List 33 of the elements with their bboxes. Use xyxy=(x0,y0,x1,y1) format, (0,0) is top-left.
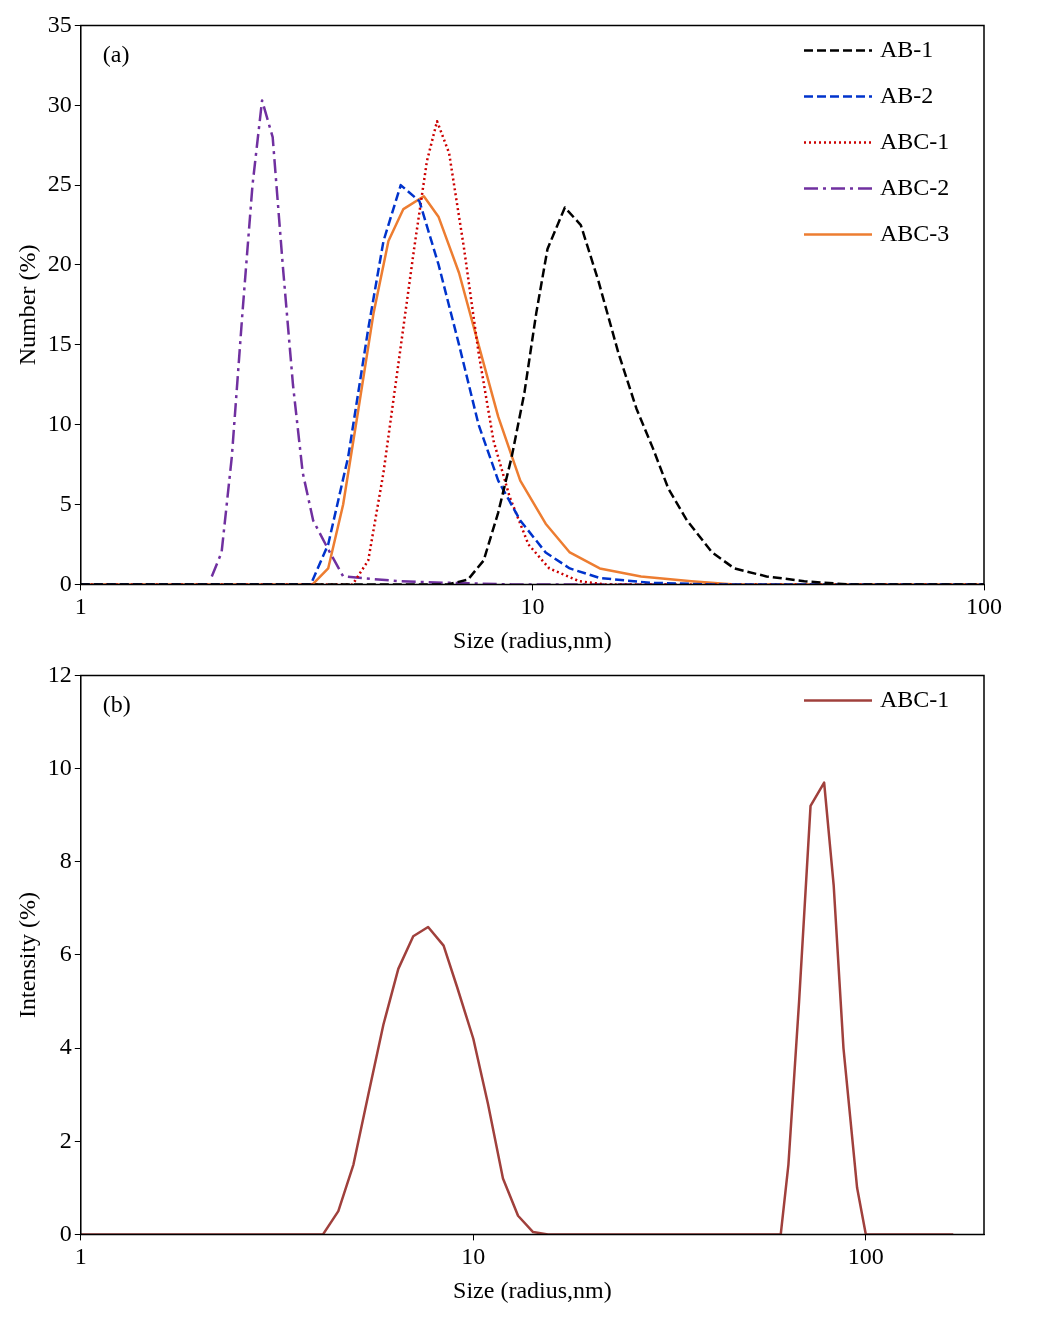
y-tick-label: 10 xyxy=(47,753,72,780)
x-tick-label: 100 xyxy=(847,1243,884,1270)
x-axis-title: Size (radius,nm) xyxy=(453,1276,612,1303)
y-tick-label: 2 xyxy=(59,1126,72,1153)
annotation: (b) xyxy=(102,690,131,717)
y-tick-label: 20 xyxy=(47,250,72,277)
x-tick-label: 10 xyxy=(520,593,545,620)
y-tick-label: 30 xyxy=(47,90,72,117)
legend-label: AB-2 xyxy=(880,81,934,108)
legend-label: ABC-1 xyxy=(880,127,950,154)
y-tick-label: 5 xyxy=(59,489,72,516)
x-tick-label: 10 xyxy=(461,1243,486,1270)
y-tick-label: 4 xyxy=(59,1033,72,1060)
x-tick-label: 1 xyxy=(74,593,87,620)
y-tick-label: 8 xyxy=(59,847,72,874)
legend-label: ABC-1 xyxy=(880,685,950,712)
y-tick-label: 15 xyxy=(47,330,72,357)
x-axis-title: Size (radius,nm) xyxy=(453,626,612,653)
y-axis-title: Intensity (%) xyxy=(13,891,40,1018)
legend-label: ABC-3 xyxy=(880,219,950,246)
y-tick-label: 0 xyxy=(59,1219,72,1246)
y-tick-label: 10 xyxy=(47,409,72,436)
y-tick-label: 25 xyxy=(47,170,72,197)
y-axis-title: Number (%) xyxy=(13,244,40,366)
x-tick-label: 1 xyxy=(74,1243,87,1270)
y-tick-label: 12 xyxy=(47,660,72,687)
legend-label: AB-1 xyxy=(880,35,934,62)
legend-label: ABC-2 xyxy=(880,173,950,200)
y-tick-label: 0 xyxy=(59,569,72,596)
x-tick-label: 100 xyxy=(966,593,1002,620)
y-tick-label: 6 xyxy=(59,940,72,967)
annotation: (a) xyxy=(102,40,130,67)
y-tick-label: 35 xyxy=(47,10,72,37)
